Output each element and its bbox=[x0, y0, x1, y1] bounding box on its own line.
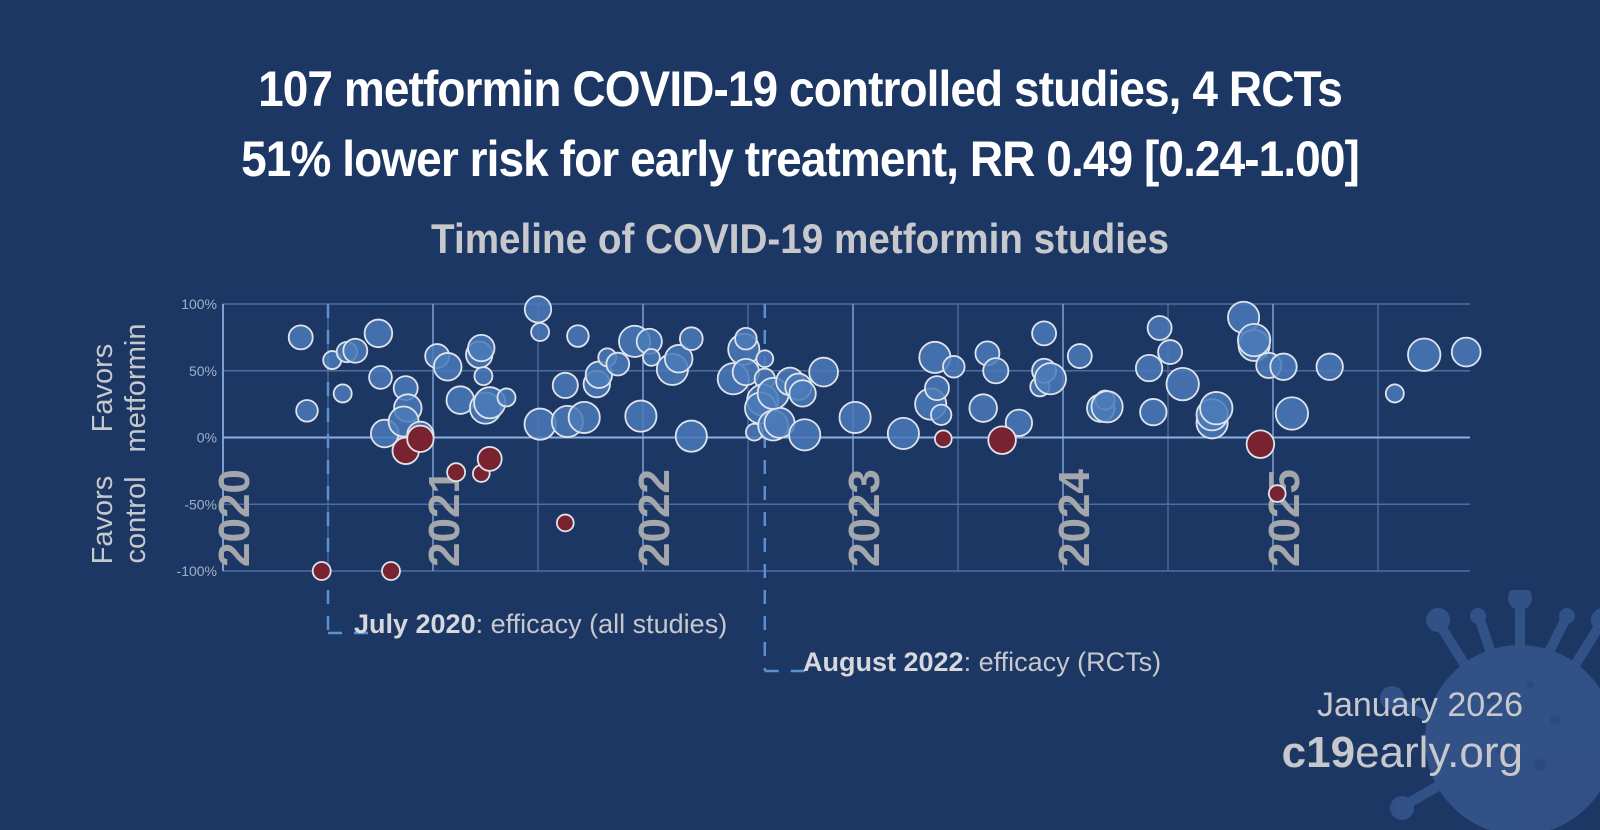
year-label: 2020 bbox=[210, 469, 259, 567]
study-bubble-favors-metformin bbox=[678, 326, 704, 352]
study-bubble-favors-metformin bbox=[332, 383, 353, 404]
study-bubble-favors-metformin bbox=[605, 351, 631, 377]
study-bubble-favors-control bbox=[1267, 484, 1287, 503]
study-bubble-favors-metformin bbox=[551, 371, 579, 399]
year-label: 2024 bbox=[1050, 469, 1099, 567]
study-bubble-favors-control bbox=[555, 513, 575, 533]
study-bubble-favors-metformin bbox=[788, 418, 822, 452]
study-bubble-favors-metformin bbox=[363, 318, 394, 349]
milestone-date: July 2020 bbox=[354, 609, 476, 639]
milestone-text: : efficacy (all studies) bbox=[475, 609, 728, 639]
study-bubble-favors-metformin bbox=[566, 324, 590, 348]
study-bubble-favors-control bbox=[933, 429, 953, 449]
study-bubble-favors-metformin bbox=[968, 393, 998, 423]
chart-title: Timeline of COVID-19 metformin studies bbox=[431, 215, 1169, 262]
study-bubble-favors-metformin bbox=[496, 387, 517, 408]
study-bubble-favors-metformin bbox=[838, 400, 872, 434]
year-label: 2025 bbox=[1260, 469, 1309, 567]
study-bubble-favors-metformin bbox=[942, 355, 966, 379]
study-bubble-favors-metformin bbox=[523, 407, 557, 441]
study-bubble-favors-metformin bbox=[433, 352, 463, 382]
study-bubble-favors-control bbox=[1245, 429, 1276, 459]
y-tick-label: -50% bbox=[184, 496, 217, 512]
site-name-bold: c19 bbox=[1281, 728, 1356, 777]
study-bubble-favors-metformin bbox=[1090, 390, 1124, 424]
y-tick-label: 50% bbox=[189, 363, 217, 379]
study-bubble-favors-metformin bbox=[1450, 336, 1482, 368]
study-bubble-favors-metformin bbox=[930, 403, 953, 426]
milestone-annotation-all-studies: July 2020: efficacy (all studies) bbox=[354, 609, 727, 640]
study-bubble-favors-control bbox=[987, 425, 1017, 455]
study-bubble-favors-control bbox=[381, 561, 401, 581]
year-label: 2021 bbox=[420, 469, 469, 567]
study-bubble-favors-metformin bbox=[1135, 353, 1164, 383]
study-bubble-favors-metformin bbox=[1157, 339, 1183, 365]
site-link[interactable]: c19early.org bbox=[1282, 728, 1523, 778]
study-bubble-favors-control bbox=[446, 462, 467, 483]
study-bubble-favors-metformin bbox=[530, 322, 550, 342]
study-bubble-favors-metformin bbox=[473, 366, 494, 386]
study-bubble-favors-metformin bbox=[734, 327, 758, 351]
study-bubble-favors-metformin bbox=[674, 419, 708, 453]
headline-studies: 107 metformin COVID-19 controlled studie… bbox=[258, 61, 1343, 117]
study-bubble-favors-metformin bbox=[664, 344, 694, 374]
milestone-annotation-rcts: August 2022: efficacy (RCTs) bbox=[803, 647, 1161, 678]
study-bubble-favors-metformin bbox=[342, 337, 369, 364]
headline-risk: 51% lower risk for early treatment, RR 0… bbox=[241, 131, 1360, 187]
study-bubble-favors-metformin bbox=[886, 416, 920, 450]
study-bubble-favors-control bbox=[476, 445, 503, 472]
study-bubble-favors-metformin bbox=[1315, 352, 1344, 381]
timeline-chart: 2020 2021 2022 2023 2024 2025 100% 50% 0% -50% -1… bbox=[177, 295, 1482, 673]
study-bubble-favors-metformin bbox=[624, 399, 658, 433]
study-bubble-favors-control bbox=[311, 561, 332, 581]
study-bubble-favors-metformin bbox=[808, 356, 839, 388]
study-bubble-favors-metformin bbox=[1004, 408, 1034, 437]
year-label: 2023 bbox=[840, 469, 889, 567]
site-name-rest: early.org bbox=[1355, 728, 1523, 777]
study-bubble-favors-metformin bbox=[523, 295, 553, 324]
virus-icon bbox=[1380, 590, 1600, 830]
study-bubble-favors-metformin bbox=[982, 357, 1010, 385]
study-bubble-favors-metformin bbox=[567, 400, 601, 434]
study-bubble-favors-metformin bbox=[755, 349, 775, 369]
study-bubble-favors-metformin bbox=[788, 379, 817, 408]
study-bubble-favors-control bbox=[406, 424, 435, 453]
study-bubble-favors-metformin bbox=[467, 333, 496, 363]
milestone-date: August 2022 bbox=[803, 647, 964, 677]
study-bubble-favors-metformin bbox=[368, 365, 393, 390]
study-bubble-favors-metformin bbox=[1274, 396, 1310, 431]
study-bubble-favors-metformin bbox=[1146, 315, 1173, 341]
study-bubble-favors-metformin bbox=[1165, 366, 1200, 402]
study-bubble-favors-metformin bbox=[924, 375, 950, 402]
study-bubble-favors-metformin bbox=[1031, 320, 1057, 347]
milestone-text: : efficacy (RCTs) bbox=[963, 647, 1162, 677]
y-tick-label: 100% bbox=[181, 296, 217, 312]
publication-date: January 2026 bbox=[1316, 686, 1523, 724]
study-bubble-favors-metformin bbox=[1033, 362, 1067, 396]
y-tick-label: -100% bbox=[177, 563, 217, 579]
study-bubble-favors-metformin bbox=[1269, 352, 1298, 381]
study-bubble-favors-metformin bbox=[1384, 383, 1405, 404]
study-bubble-favors-metformin bbox=[1066, 343, 1093, 369]
year-label: 2022 bbox=[630, 469, 679, 567]
study-bubble-favors-metformin bbox=[1139, 398, 1168, 427]
study-bubble-favors-metformin bbox=[1407, 337, 1442, 372]
study-bubble-favors-metformin bbox=[1199, 391, 1234, 426]
y-tick-label: 0% bbox=[197, 430, 217, 446]
study-bubble-favors-metformin bbox=[1237, 322, 1272, 358]
study-bubble-favors-metformin bbox=[287, 324, 314, 351]
study-bubble-favors-metformin bbox=[295, 399, 319, 423]
study-bubble-favors-metformin bbox=[642, 348, 661, 367]
